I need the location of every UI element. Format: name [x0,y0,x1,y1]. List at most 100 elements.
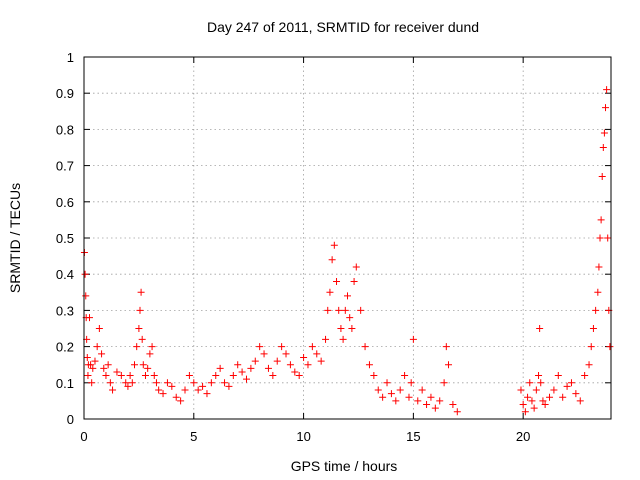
data-point [328,256,336,264]
data-point [260,350,268,358]
data-point [537,379,545,387]
data-point [581,372,589,380]
data-point [216,364,224,372]
data-point [585,361,593,369]
data-point [300,353,308,361]
y-tick-label: 0.5 [56,231,74,246]
data-point [194,386,202,394]
data-point [521,408,529,416]
data-point [596,234,604,242]
data-point [137,288,145,296]
data-point [87,361,95,369]
data-point [313,350,321,358]
data-point [407,379,415,387]
y-tick-label: 0.6 [56,195,74,210]
data-point [330,241,338,249]
data-point [234,361,242,369]
data-point [392,397,400,405]
data-point [117,372,125,380]
data-point [348,325,356,332]
data-point [172,393,180,401]
data-point [256,343,264,351]
data-point [322,335,330,343]
data-point [113,368,121,376]
data-point [88,379,96,387]
data-point [532,386,540,394]
data-point [346,314,354,322]
data-point [122,379,130,387]
data-point [324,306,332,314]
data-point [225,382,233,390]
data-point [102,372,110,380]
data-point [286,361,294,369]
data-point [139,361,147,369]
data-point [550,386,558,394]
data-point [109,386,117,394]
data-point [603,86,611,94]
data-point [595,263,603,271]
data-point [126,372,134,380]
data-point [539,397,547,405]
data-point [317,357,325,365]
data-point [146,350,154,358]
data-point [269,372,277,380]
data-point [163,379,171,387]
y-axis: 0 0.1 0.2 0.3 0.4 0.5 0.6 0.7 0.8 0.9 1 [56,50,611,427]
x-tick-label: 20 [516,429,530,444]
data-point [95,325,103,332]
data-point [282,350,290,358]
data-point [190,379,198,387]
data-point [374,386,382,394]
data-point [357,306,365,314]
x-axis-label: GPS time / hours [291,458,398,474]
data-point [295,372,303,380]
data-point [587,343,595,351]
data-point [589,325,597,332]
data-point [405,393,413,401]
data-point [278,343,286,351]
x-tick-label: 15 [406,429,420,444]
data-point [152,379,160,387]
data-point [361,343,369,351]
data-point [436,397,444,405]
x-tick-label: 0 [80,429,87,444]
data-point [526,379,534,387]
data-point [144,364,152,372]
data-point [592,306,600,314]
data-point [177,397,185,405]
data-point [135,325,143,332]
data-point [185,372,193,380]
data-point [401,372,409,380]
data-point [449,401,457,409]
data-point [131,361,139,369]
data-point [82,292,90,300]
data-point [106,379,114,387]
data-point [251,357,259,365]
data-point [159,390,167,398]
data-point [100,364,108,372]
data-point [83,353,91,361]
data-points [80,86,614,416]
data-point [85,314,93,322]
data-point [168,382,176,390]
data-point [89,364,97,372]
data-point [563,382,571,390]
data-point [304,361,312,369]
grid [84,57,611,419]
data-point [409,335,417,343]
data-point [124,382,132,390]
data-point [418,386,426,394]
data-point [535,372,543,380]
data-point [365,361,373,369]
data-point [229,372,237,380]
data-point [370,372,378,380]
data-point [273,357,281,365]
data-point [597,216,605,224]
data-point [604,234,612,242]
plot-frame [83,56,612,420]
y-tick-label: 0.3 [56,303,74,318]
data-point [203,390,211,398]
data-point [517,386,525,394]
data-point [335,306,343,314]
